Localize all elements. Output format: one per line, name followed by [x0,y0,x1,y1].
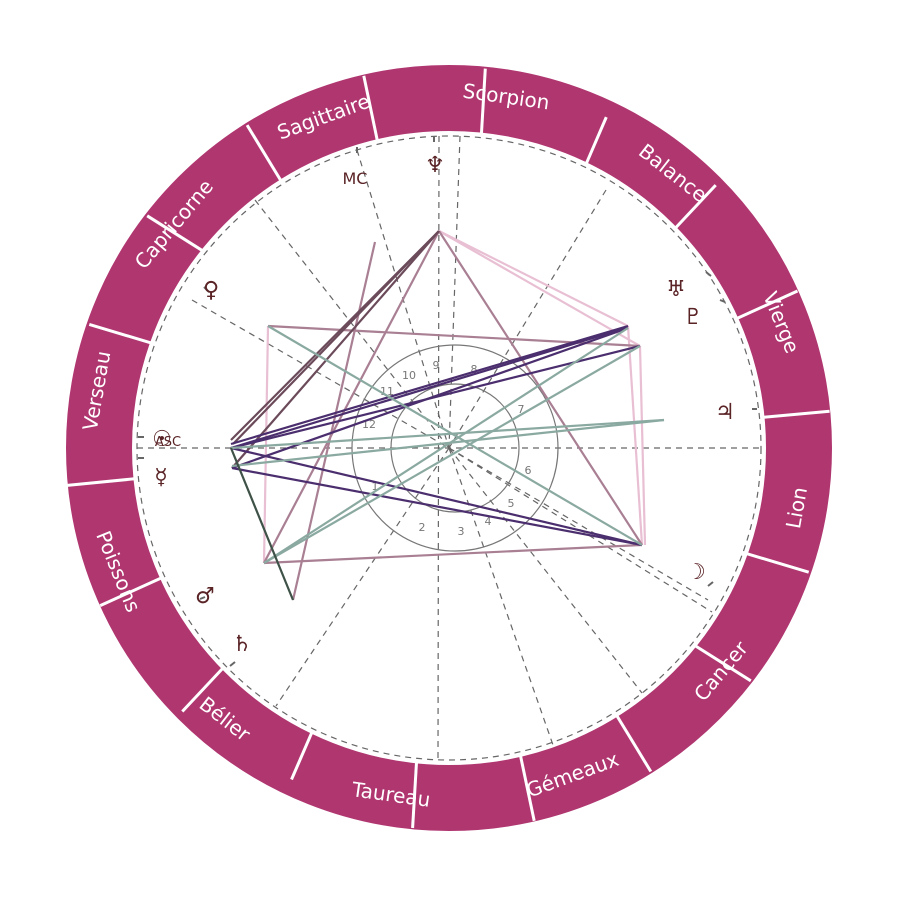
aspect-lines [229,230,665,601]
house-9: 9 [433,359,440,372]
house-2: 2 [419,521,426,534]
house-6: 6 [525,464,532,477]
zodiac-ring [66,65,832,831]
saturn-icon: ♄ [232,632,252,657]
moon-icon: ☽ [686,560,706,585]
house-4: 4 [485,515,492,528]
asc-label: ASC [155,435,181,450]
sign-dividers [67,68,830,829]
mars-icon: ♂ [195,584,215,609]
neptune-icon: ♆ [425,153,445,178]
mc-label: MC [343,169,368,188]
house-outer-circle [351,344,559,552]
venus-icon: ♀ [203,278,219,303]
house-7: 7 [518,403,525,416]
tick-marks [138,136,757,667]
house-8: 8 [471,363,478,376]
pluto-icon: ♇ [683,305,703,330]
house-10: 10 [402,369,416,382]
jupiter-icon: ♃ [715,400,735,425]
uranus-icon: ♅ [666,277,686,302]
house-3: 3 [458,525,465,538]
house-5: 5 [508,497,515,510]
mercury-icon: ☿ [154,465,168,490]
house-1: 1 [372,480,379,493]
planet-glyphs: ☉ ☿ ♀ ♆ ♅ ♇ ♃ ☽ ♂ ♄ [152,153,735,657]
sun-icon: ☉ [152,427,172,452]
